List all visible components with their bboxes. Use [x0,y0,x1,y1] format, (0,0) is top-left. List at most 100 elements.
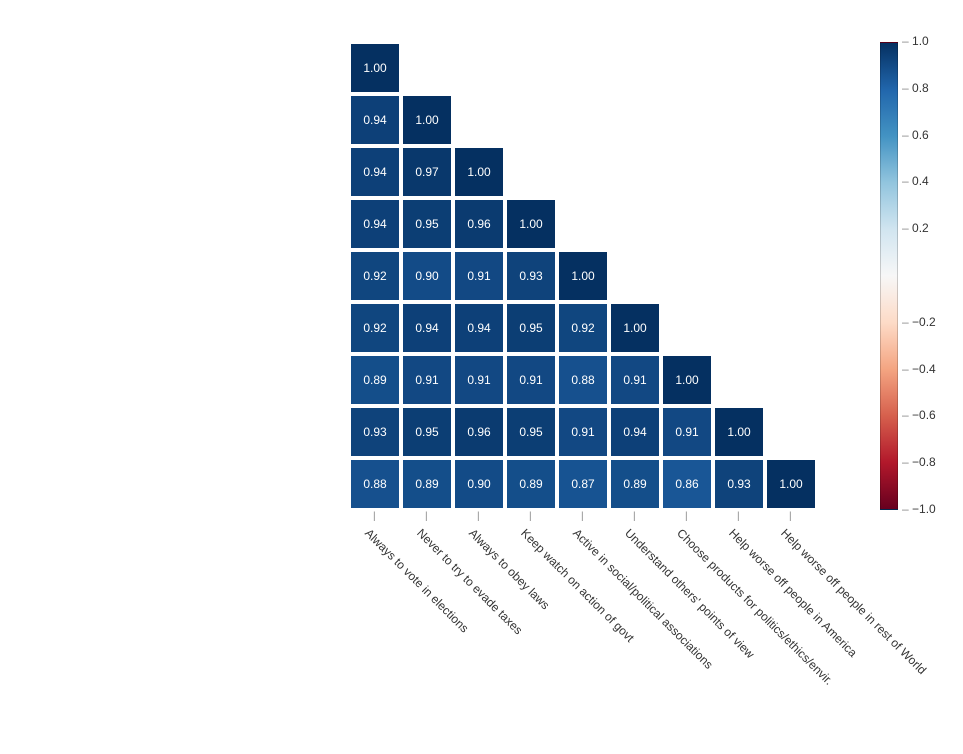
heatmap-row: 1.00 [349,42,817,94]
cell-value: 1.00 [727,425,750,439]
heatmap-cell [505,42,557,94]
cell-value: 1.00 [779,477,802,491]
heatmap-cell [765,250,817,302]
colorbar-tick-mark: – [902,502,912,516]
cell-value: 0.95 [415,425,438,439]
heatmap-row: 0.941.00 [349,94,817,146]
colorbar-tick-label: −1.0 [912,502,936,516]
heatmap-cell [557,94,609,146]
cell-value: 0.88 [571,373,594,387]
x-axis-label: Never to try to evade taxes [414,526,525,637]
heatmap-cell [505,94,557,146]
x-axis-tick: | [581,511,584,522]
cell-value: 0.93 [363,425,386,439]
colorbar-tick-mark: – [902,408,912,422]
x-axis-label-text: Never to try to evade taxes [414,526,525,637]
heatmap-grid: 1.000.941.000.940.971.000.940.950.961.00… [349,42,817,510]
heatmap-cell: 0.92 [349,250,401,302]
x-axis-label: Always to vote in elections [362,526,471,635]
colorbar-tick: – 0.4 [902,174,929,188]
cell-value: 0.92 [571,321,594,335]
heatmap-cell: 0.96 [453,406,505,458]
colorbar-tick: – 1.0 [902,34,929,48]
heatmap-cell: 0.93 [713,458,765,510]
colorbar-tick: – −1.0 [902,502,936,516]
colorbar-tick: – 0.2 [902,221,929,235]
cell-value: 0.91 [415,373,438,387]
x-axis-tick: | [425,511,428,522]
heatmap-cell [713,42,765,94]
heatmap-cell: 0.92 [349,302,401,354]
heatmap-cell: 0.90 [453,458,505,510]
colorbar-tick-label: −0.2 [912,315,936,329]
cell-value: 0.91 [675,425,698,439]
cell-value: 1.00 [519,217,542,231]
heatmap-cell [661,302,713,354]
cell-value: 0.87 [571,477,594,491]
colorbar-tick-label: 0.2 [912,221,929,235]
cell-value: 0.92 [363,321,386,335]
colorbar-tick-label: 0.6 [912,128,929,142]
colorbar-tick: – −0.6 [902,408,936,422]
heatmap-cell: 0.92 [557,302,609,354]
x-axis-tick: | [529,511,532,522]
heatmap-cell [609,42,661,94]
heatmap-cell: 0.89 [349,354,401,406]
heatmap-cell: 1.00 [401,94,453,146]
heatmap-cell [609,94,661,146]
heatmap-cell: 0.91 [661,406,713,458]
heatmap-cell [765,354,817,406]
cell-value: 1.00 [571,269,594,283]
colorbar-tick-mark: – [902,315,912,329]
cell-value: 0.94 [415,321,438,335]
heatmap-cell [765,406,817,458]
heatmap-cell [453,94,505,146]
x-axis-label-text: Always to vote in elections [362,526,471,635]
heatmap-cell [557,42,609,94]
heatmap-cell: 1.00 [349,42,401,94]
heatmap-cell [765,146,817,198]
heatmap-cell: 0.96 [453,198,505,250]
heatmap-cell [609,250,661,302]
heatmap-cell: 1.00 [505,198,557,250]
x-axis-tick: | [685,511,688,522]
x-axis-tick: | [373,511,376,522]
cell-value: 0.97 [415,165,438,179]
cell-value: 0.93 [519,269,542,283]
heatmap-cell: 0.93 [349,406,401,458]
heatmap-cell [713,354,765,406]
heatmap-cell: 0.91 [401,354,453,406]
cell-value: 1.00 [415,113,438,127]
colorbar-tick-mark: – [902,34,912,48]
heatmap-row: 0.880.890.900.890.870.890.860.931.00 [349,458,817,510]
heatmap-cell [765,302,817,354]
cell-value: 0.89 [363,373,386,387]
heatmap-cell: 0.88 [349,458,401,510]
heatmap-cell [713,94,765,146]
colorbar-tick-label: −0.4 [912,362,936,376]
cell-value: 0.88 [363,477,386,491]
cell-value: 0.90 [467,477,490,491]
cell-value: 1.00 [467,165,490,179]
colorbar-tick: – −0.2 [902,315,936,329]
cell-value: 0.91 [467,373,490,387]
cell-value: 0.94 [363,217,386,231]
heatmap-cell [765,94,817,146]
colorbar-tick-label: 1.0 [912,34,929,48]
cell-value: 1.00 [623,321,646,335]
heatmap-cell: 0.94 [349,146,401,198]
heatmap-cell: 0.95 [505,302,557,354]
heatmap-cell: 0.91 [609,354,661,406]
colorbar-tick-label: −0.6 [912,408,936,422]
cell-value: 0.93 [727,477,750,491]
x-axis-tick: | [477,511,480,522]
colorbar-tick: – −0.4 [902,362,936,376]
colorbar [880,42,898,510]
cell-value: 0.89 [623,477,646,491]
x-axis-tick: | [737,511,740,522]
colorbar-tick-mark: – [902,128,912,142]
heatmap-cell [401,42,453,94]
heatmap-cell [765,42,817,94]
heatmap-cell: 1.00 [609,302,661,354]
heatmap-cell: 0.91 [505,354,557,406]
